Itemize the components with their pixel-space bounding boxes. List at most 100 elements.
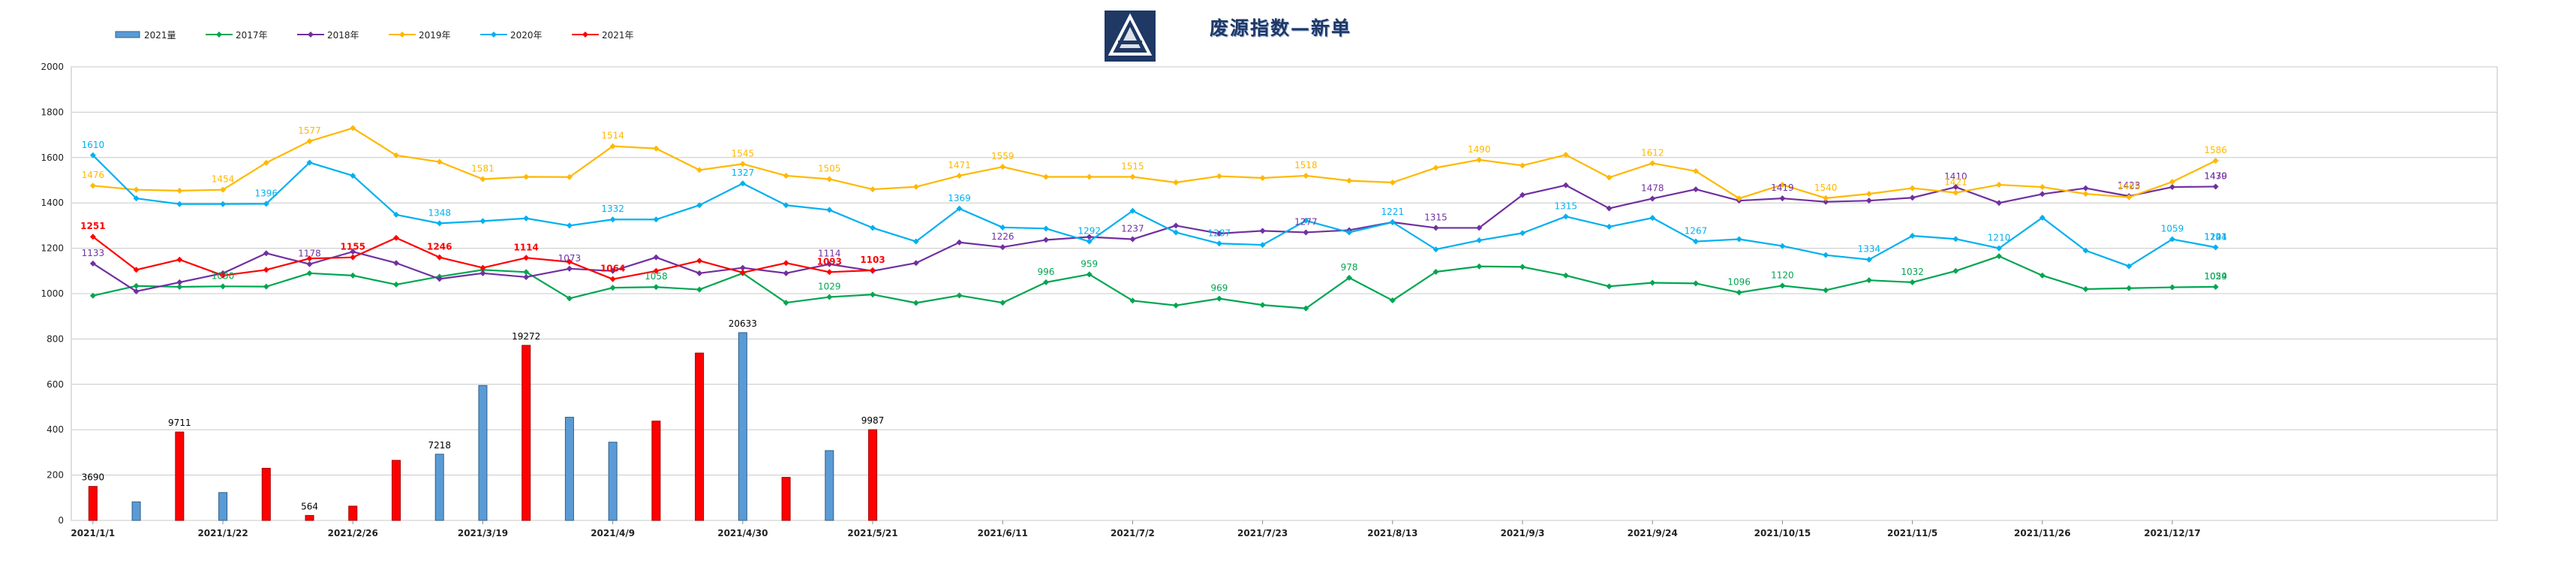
series-point xyxy=(2082,185,2089,192)
series-point xyxy=(1649,195,1656,202)
series-point xyxy=(1086,173,1093,180)
series-point xyxy=(1736,236,1742,243)
series-point xyxy=(566,265,573,272)
y-tick-label: 200 xyxy=(47,470,64,481)
x-tick-label: 2021/9/3 xyxy=(1501,528,1545,538)
series-point xyxy=(1779,243,1786,249)
series-point xyxy=(912,300,919,306)
series-point xyxy=(523,215,530,222)
series-point xyxy=(133,288,140,294)
series-point xyxy=(826,176,833,182)
data-label: 1277 xyxy=(1294,216,1318,227)
series-point xyxy=(1042,173,1049,180)
data-label: 1315 xyxy=(1424,212,1447,222)
series-point xyxy=(1736,289,1742,296)
series-point xyxy=(912,260,919,267)
series-point xyxy=(1389,219,1396,225)
series-point xyxy=(1865,191,1872,198)
series-line xyxy=(92,255,2216,309)
data-label: 1515 xyxy=(1121,161,1144,171)
series-point xyxy=(566,258,573,265)
data-label: 1204 xyxy=(2204,231,2227,242)
series-point xyxy=(1129,236,1136,243)
data-label: 1490 xyxy=(1468,144,1491,155)
series-point xyxy=(392,281,399,288)
series-point xyxy=(1476,225,1483,231)
series-point xyxy=(870,267,876,273)
series-point xyxy=(479,270,486,276)
series-point xyxy=(2169,179,2176,185)
data-label: 1505 xyxy=(818,163,841,173)
series-point xyxy=(1259,174,1266,181)
series-point xyxy=(1996,253,2003,260)
series-point xyxy=(1996,245,2003,252)
series-point xyxy=(1692,280,1699,287)
series-point xyxy=(696,258,703,264)
series-point xyxy=(306,270,313,276)
legend-line-swatch xyxy=(297,32,324,38)
series-point xyxy=(2039,272,2045,279)
series-point xyxy=(350,125,356,131)
data-label: 1471 xyxy=(948,160,971,170)
series-point xyxy=(220,201,227,207)
data-label: 1221 xyxy=(1381,207,1405,217)
series-point xyxy=(1865,198,1872,204)
series-point xyxy=(1692,238,1699,245)
series-point xyxy=(2212,283,2219,290)
series-point xyxy=(1042,279,1049,285)
series-point xyxy=(999,224,1006,231)
data-label: 1545 xyxy=(732,148,755,158)
series-point xyxy=(696,167,703,173)
series-point xyxy=(1606,223,1613,230)
data-label: 1332 xyxy=(601,204,624,214)
series-point xyxy=(1649,215,1656,222)
series-point xyxy=(870,225,876,231)
bar xyxy=(825,450,834,521)
series-point xyxy=(566,173,573,180)
series-point xyxy=(479,264,486,271)
series-point xyxy=(1909,279,1916,285)
series-point xyxy=(739,161,746,167)
data-label: 1586 xyxy=(2204,145,2227,155)
series-point xyxy=(89,234,96,240)
data-label: 1155 xyxy=(341,242,365,252)
series-point xyxy=(653,216,660,223)
data-label: 996 xyxy=(1038,267,1055,277)
data-label: 1226 xyxy=(991,231,1014,242)
series-point xyxy=(870,186,876,193)
series-point xyxy=(392,234,399,241)
series-point xyxy=(263,250,269,257)
x-tick-label: 2021/5/21 xyxy=(847,528,897,538)
series-point xyxy=(956,205,963,212)
legend-line-swatch xyxy=(480,32,507,38)
series-point xyxy=(176,187,183,194)
data-label: 959 xyxy=(1081,258,1098,269)
series-point xyxy=(956,292,963,299)
series-point xyxy=(1649,279,1656,286)
series-point xyxy=(609,216,616,223)
bar xyxy=(522,345,531,521)
series-point xyxy=(609,276,616,282)
x-tick-label: 2021/1/22 xyxy=(197,528,248,538)
series-point xyxy=(1129,207,1136,214)
data-label: 1267 xyxy=(1685,226,1708,237)
series-point xyxy=(133,282,140,289)
series-point xyxy=(2169,284,2176,291)
y-tick-label: 1200 xyxy=(41,243,64,254)
x-tick-label: 2021/10/15 xyxy=(1754,528,1811,538)
data-label: 1121 xyxy=(2204,231,2227,242)
series-point xyxy=(912,238,919,245)
data-label: 1058 xyxy=(645,271,668,282)
series-point xyxy=(176,256,183,263)
data-label: 1348 xyxy=(428,207,451,218)
series-point xyxy=(1173,302,1180,309)
chart-title: 废源指数—新单 xyxy=(1210,17,1352,39)
series-point xyxy=(220,283,227,290)
series-point xyxy=(1692,167,1699,174)
bar-group xyxy=(88,332,878,521)
series-point xyxy=(696,286,703,293)
data-label: 1396 xyxy=(255,188,278,198)
series-point xyxy=(89,260,96,267)
series-point xyxy=(1952,184,1959,191)
